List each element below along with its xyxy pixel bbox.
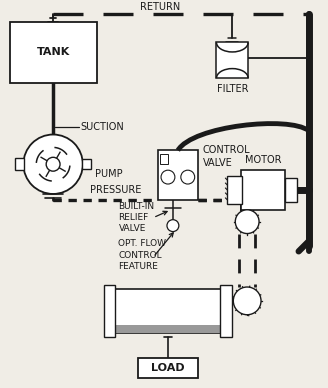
- Circle shape: [233, 287, 261, 315]
- Circle shape: [235, 210, 259, 234]
- Circle shape: [23, 135, 83, 194]
- Circle shape: [161, 170, 175, 184]
- Text: RETURN: RETURN: [140, 2, 180, 12]
- Bar: [82, 159, 91, 169]
- Text: OPT. FLOW
CONTROL
FEATURE: OPT. FLOW CONTROL FEATURE: [118, 239, 166, 271]
- Text: PUMP: PUMP: [95, 169, 122, 179]
- Circle shape: [167, 220, 179, 232]
- Bar: [216, 42, 248, 78]
- Bar: [15, 158, 24, 170]
- Bar: [285, 178, 297, 202]
- Bar: [104, 285, 115, 336]
- Text: TANK: TANK: [36, 47, 70, 57]
- Text: SUCTION: SUCTION: [81, 121, 125, 132]
- Bar: [10, 22, 97, 83]
- Circle shape: [46, 157, 60, 171]
- Text: FILTER: FILTER: [216, 84, 248, 94]
- Bar: [113, 289, 222, 333]
- Text: MOTOR: MOTOR: [245, 155, 281, 165]
- Text: PRESSURE: PRESSURE: [90, 185, 141, 195]
- Bar: [227, 176, 242, 204]
- Bar: [113, 325, 222, 333]
- Text: BUILT-IN
RELIEF
VALVE: BUILT-IN RELIEF VALVE: [118, 202, 154, 233]
- Text: LOAD: LOAD: [151, 363, 185, 373]
- Circle shape: [181, 170, 195, 184]
- Bar: [138, 358, 198, 378]
- Bar: [241, 170, 285, 210]
- Bar: [158, 151, 198, 200]
- Bar: [220, 285, 232, 336]
- Bar: [160, 154, 168, 164]
- Text: CONTROL
VALVE: CONTROL VALVE: [203, 146, 250, 168]
